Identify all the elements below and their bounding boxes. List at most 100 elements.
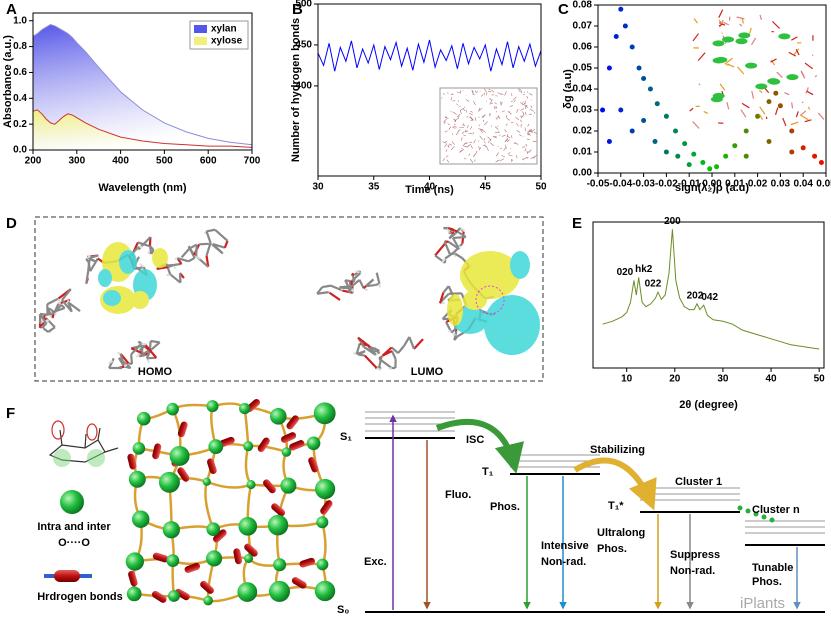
inset-stroke [516, 108, 519, 113]
bond [144, 344, 158, 359]
hbond [152, 552, 169, 563]
inset-stroke [511, 93, 513, 97]
inset-stroke [449, 143, 453, 146]
inset-stroke [457, 116, 460, 120]
process-label: Tunable [752, 562, 793, 574]
point [755, 113, 761, 119]
inset-stroke [791, 102, 794, 109]
peak-label: 020 [617, 267, 634, 278]
point [652, 139, 658, 144]
bond [111, 357, 115, 362]
inset-stroke [501, 134, 506, 137]
point [800, 145, 806, 151]
x-tick-label: 0.05 [816, 179, 831, 190]
bond [351, 272, 355, 276]
inset-stroke [724, 57, 733, 65]
inset-stroke [486, 100, 487, 102]
inset-stroke [452, 111, 457, 115]
peak-label: 202 [687, 290, 704, 301]
inset-stroke [533, 131, 537, 135]
inset-stroke [793, 48, 800, 56]
x-axis-label: 2θ (degree) [679, 399, 738, 411]
inset-stroke [469, 112, 473, 116]
oo-node [281, 447, 292, 457]
inset-stroke [482, 119, 485, 123]
inset-stroke [505, 144, 507, 149]
point [641, 76, 647, 81]
bond [350, 280, 354, 289]
bond [454, 252, 463, 259]
inset-stroke [719, 22, 726, 26]
bond [53, 304, 62, 314]
inset-stroke [454, 118, 457, 123]
area-fill [33, 24, 252, 151]
inset-stroke [529, 129, 533, 133]
hbond [289, 440, 305, 451]
inset-stroke [499, 134, 501, 136]
y-tick-label: 0.03 [573, 105, 593, 116]
inset-stroke [494, 102, 497, 105]
point [663, 149, 669, 155]
bond [130, 343, 142, 356]
oo-node [239, 402, 251, 415]
inset-stroke [527, 129, 531, 134]
point [818, 160, 824, 165]
inset-stroke [489, 138, 492, 142]
hbond [128, 570, 138, 587]
bond [403, 336, 411, 347]
y-tick-label: 0.07 [573, 21, 593, 32]
inset-stroke [817, 112, 825, 120]
inset-stroke [442, 158, 446, 162]
inset-stroke [463, 134, 467, 137]
inset-stroke [526, 91, 529, 93]
inset-stroke [494, 107, 496, 109]
hbond [177, 467, 190, 482]
panel-label: A [6, 1, 17, 18]
bond [447, 285, 455, 297]
oo-node [206, 550, 223, 567]
inset-stroke [520, 102, 524, 105]
point [636, 65, 642, 71]
inset-stroke [526, 138, 530, 140]
hbond [151, 590, 167, 603]
bond [117, 351, 122, 355]
inset-stroke [450, 93, 454, 96]
x-tick-label: 600 [200, 156, 217, 167]
inset-stroke [472, 153, 477, 157]
bond [358, 279, 365, 289]
inset-stroke [489, 98, 493, 101]
inset-stroke [524, 100, 526, 104]
inset-stroke [442, 93, 446, 95]
inset-stroke [453, 118, 457, 122]
panel-label: E [572, 215, 582, 232]
inset-stroke [501, 155, 505, 158]
inset-blob [755, 83, 768, 90]
inset-stroke [806, 90, 814, 96]
oo-node [206, 400, 219, 413]
inset-stroke [791, 36, 798, 41]
inset-stroke [507, 111, 512, 115]
bond [53, 312, 57, 316]
bond [57, 298, 61, 304]
inset-stroke [459, 149, 465, 152]
inset-stroke [703, 110, 709, 114]
point [629, 128, 635, 134]
inset-stroke [751, 90, 755, 99]
inset-stroke [483, 92, 486, 96]
inset-stroke [800, 70, 805, 77]
y-tick-label: 0.0 [13, 145, 27, 156]
hbond [286, 415, 300, 430]
bond [448, 240, 460, 251]
inset-stroke [795, 48, 800, 56]
legend-text: Intra and inter [37, 521, 111, 533]
point [600, 107, 606, 113]
bond [441, 292, 450, 302]
oo-node [132, 510, 150, 528]
peak-label: 200 [664, 216, 681, 227]
bond [375, 272, 381, 285]
bond [447, 226, 458, 233]
oo-node [203, 595, 213, 606]
hbond [219, 436, 235, 448]
inset-stroke [741, 17, 744, 24]
oo-node [269, 407, 287, 425]
